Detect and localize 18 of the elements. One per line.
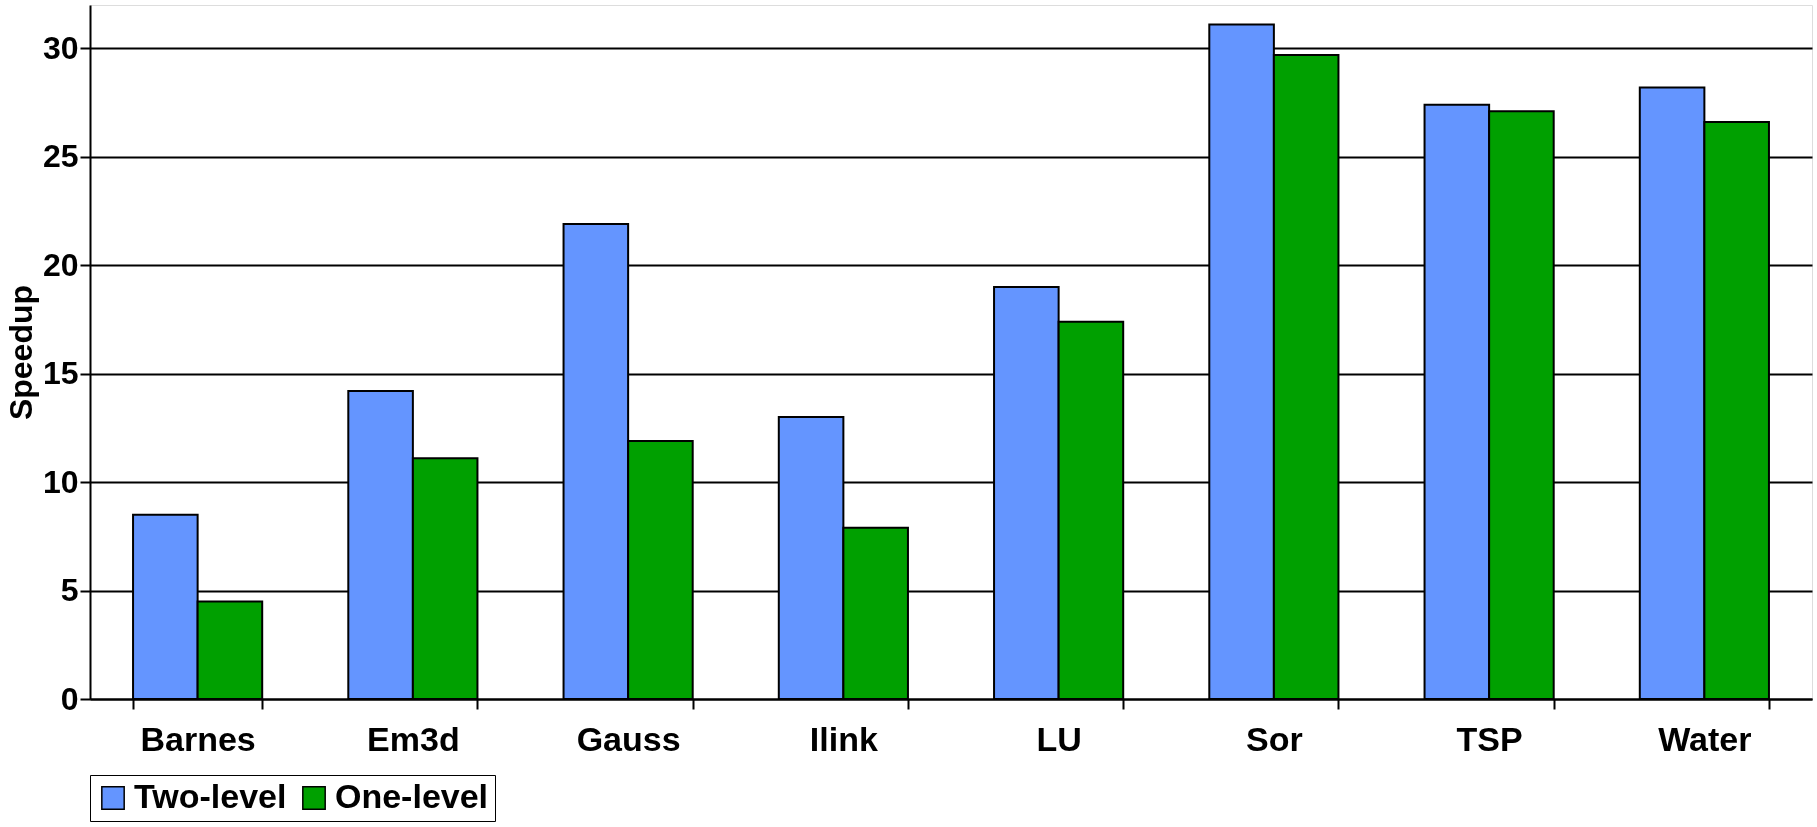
legend-label: One-level [335, 777, 489, 815]
x-tick-label: LU [1036, 719, 1082, 758]
y-tick-label: 0 [60, 680, 79, 717]
legend-label: Two-level [134, 777, 287, 815]
y-tick-label: 30 [42, 29, 79, 66]
y-tick-label: 15 [42, 355, 79, 392]
x-tick-label: Ilink [809, 719, 878, 758]
y-axis-title: Speedup [2, 284, 39, 421]
y-tick-label: 10 [42, 463, 79, 500]
x-tick-label: Em3d [367, 719, 460, 758]
x-tick-label: TSP [1456, 719, 1523, 758]
x-tick-label: Water [1658, 719, 1752, 758]
y-tick-label: 25 [42, 138, 79, 175]
x-tick-label: Barnes [140, 719, 256, 758]
y-tick-label: 20 [42, 246, 79, 283]
x-tick-label: Sor [1246, 719, 1303, 758]
y-tick-label: 5 [60, 572, 79, 609]
x-tick-label: Gauss [576, 719, 681, 758]
